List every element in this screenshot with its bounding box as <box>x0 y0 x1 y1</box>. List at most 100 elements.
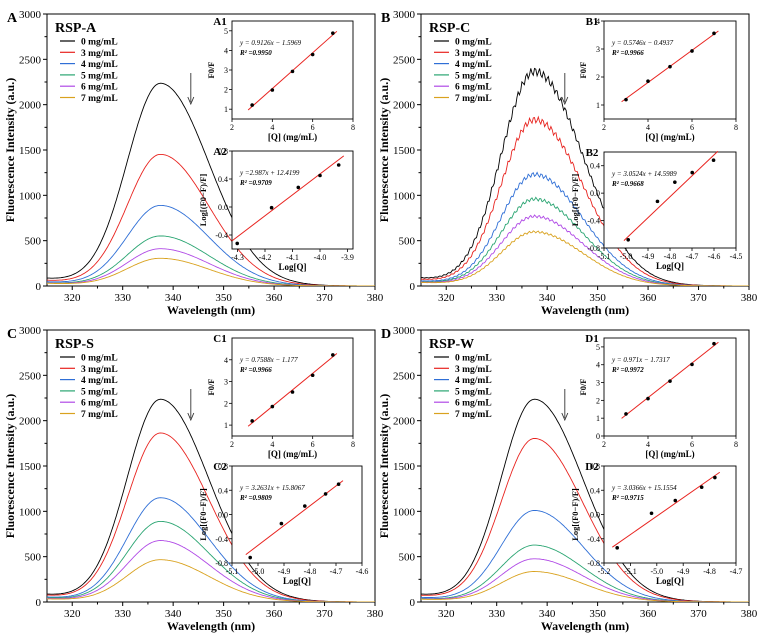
data-point <box>270 88 275 92</box>
panel-title: RSP-W <box>429 337 474 352</box>
fit-line <box>612 471 721 548</box>
inset-x-tick-label: -4.8 <box>664 252 677 261</box>
fit-r2: R² =0.9966 <box>239 366 272 374</box>
inset-y-tick-label: -0.8 <box>215 559 228 568</box>
y-axis-label: Fluorescence Intensity (a.u.) <box>3 78 17 222</box>
inset-x-tick-label: -5.2 <box>598 567 611 576</box>
legend-label: 4 mg/mL <box>455 60 492 70</box>
inset-y-tick-label: -0.8 <box>587 244 600 253</box>
inset-x-tick-label: -5.0 <box>620 252 633 261</box>
inset-x-label: Log[Q] <box>279 262 307 272</box>
data-point <box>712 341 716 346</box>
legend-label: 0 mg/mL <box>81 354 118 364</box>
inset-y-tick-label: -0.8 <box>587 559 600 568</box>
legend-label: 0 mg/mL <box>455 38 492 48</box>
x-tick-label: 360 <box>266 292 283 304</box>
data-point <box>668 379 672 383</box>
inset-x-tick-label: 2 <box>230 440 234 449</box>
inset-y-tick-label: 0.0 <box>218 511 228 520</box>
x-tick-label: 360 <box>640 608 657 620</box>
panel-letter: C <box>7 327 17 342</box>
fit-equation: y = 3.0524x + 14.5989 <box>611 170 677 178</box>
data-point <box>331 31 335 35</box>
inset-y-label: F0/F <box>578 62 588 79</box>
y-tick-label: 1500 <box>19 145 42 157</box>
data-point <box>626 237 630 242</box>
inset-x-tick-label: 6 <box>311 440 315 449</box>
inset-x-tick-label: -4.8 <box>304 567 317 576</box>
series-line <box>47 257 375 286</box>
panel-letter: D <box>381 327 391 342</box>
inset-y-tick-label: -0.4 <box>587 217 600 226</box>
inset-y-tick-label: -0.4 <box>215 535 228 544</box>
inset-frame <box>231 150 354 250</box>
fit-r2: R² =0.9715 <box>611 494 644 502</box>
panel-letter: B <box>381 11 390 26</box>
y-axis-label: Fluorescence Intensity (a.u.) <box>377 78 391 222</box>
y-axis-label: Fluorescence Intensity (a.u.) <box>3 394 17 538</box>
y-tick-label: 0 <box>36 281 42 293</box>
fit-equation: y = 0.971x − 1.7317 <box>611 356 670 364</box>
y-tick-label: 1500 <box>393 461 416 473</box>
x-tick-label: 340 <box>165 608 182 620</box>
inset-x-tick-label: -4.8 <box>703 567 716 576</box>
fit-r2: R² =0.9809 <box>239 494 272 502</box>
inset-x-tick-label: -4.1 <box>286 253 299 262</box>
inset-label: D1 <box>585 333 598 345</box>
legend-label: 7 mg/mL <box>455 410 492 420</box>
fit-equation: y = 0.5746x − 0.4937 <box>611 39 674 47</box>
arrow-head <box>561 412 569 422</box>
inset-x-tick-label: 4 <box>646 440 650 449</box>
x-tick-label: 380 <box>367 608 384 620</box>
inset-x-tick-label: 8 <box>734 123 738 132</box>
inset-y-tick-label: 2 <box>596 396 600 405</box>
fit-line <box>247 353 338 427</box>
arrow-head <box>187 96 195 106</box>
inset-x-tick-label: -3.9 <box>341 253 354 262</box>
spectra <box>47 398 375 602</box>
arrow-head <box>561 96 569 106</box>
y-tick-label: 3000 <box>19 325 42 337</box>
fit-equation: y = 3.0366x + 15.1554 <box>611 484 677 492</box>
inset-label: A1 <box>213 16 226 28</box>
legend: 0 mg/mL3 mg/mL4 mg/mL5 mg/mL 6 mg/mL7 mg/… <box>60 38 118 104</box>
data-point <box>690 362 694 367</box>
inset-y-label: F0/F <box>206 62 216 79</box>
inset-label: D2 <box>585 461 599 473</box>
inset-label: A2 <box>213 146 227 158</box>
x-tick-label: 340 <box>539 292 556 304</box>
fit-line <box>231 155 345 242</box>
inset-y-tick-label: 4 <box>224 46 228 55</box>
inset-x-tick-label: 2 <box>602 440 606 449</box>
inset-label: B2 <box>586 147 599 159</box>
panel-D: 320 330 340 350 360 370 3800500100015002000250… <box>377 325 758 633</box>
inset-y-tick-label: 2 <box>224 399 228 408</box>
inset-x-label: Log[Q] <box>283 576 311 586</box>
inset-x-tick-label: -4.9 <box>677 567 690 576</box>
inset-x-label: Log[Q] <box>656 576 684 586</box>
data-point <box>655 199 660 204</box>
legend-label: 6 mg/mL <box>455 83 492 93</box>
inset-y-tick-label: -0.4 <box>587 535 600 544</box>
data-point <box>318 173 322 178</box>
data-point <box>646 396 650 401</box>
y-tick-label: 500 <box>25 236 42 248</box>
inset-frame <box>231 337 354 437</box>
inset-x-tick-label: 8 <box>351 123 355 132</box>
legend-label: 3 mg/mL <box>455 49 492 59</box>
data-point <box>310 52 315 57</box>
inset-y-tick-label: 2 <box>224 86 228 95</box>
data-point <box>713 475 717 480</box>
inset-x-tick-label: -4.2 <box>259 253 272 262</box>
y-tick-label: 2500 <box>393 54 416 66</box>
inset-y-tick-label: 0.4 <box>590 162 600 171</box>
inset-y-tick-label: 4 <box>596 17 600 26</box>
y-tick-label: 1500 <box>393 145 416 157</box>
data-point <box>290 69 295 74</box>
inset-label: B1 <box>586 16 599 28</box>
legend-label: 6 mg/mL <box>81 83 118 93</box>
inset-x-tick-label: -4.7 <box>686 252 699 261</box>
